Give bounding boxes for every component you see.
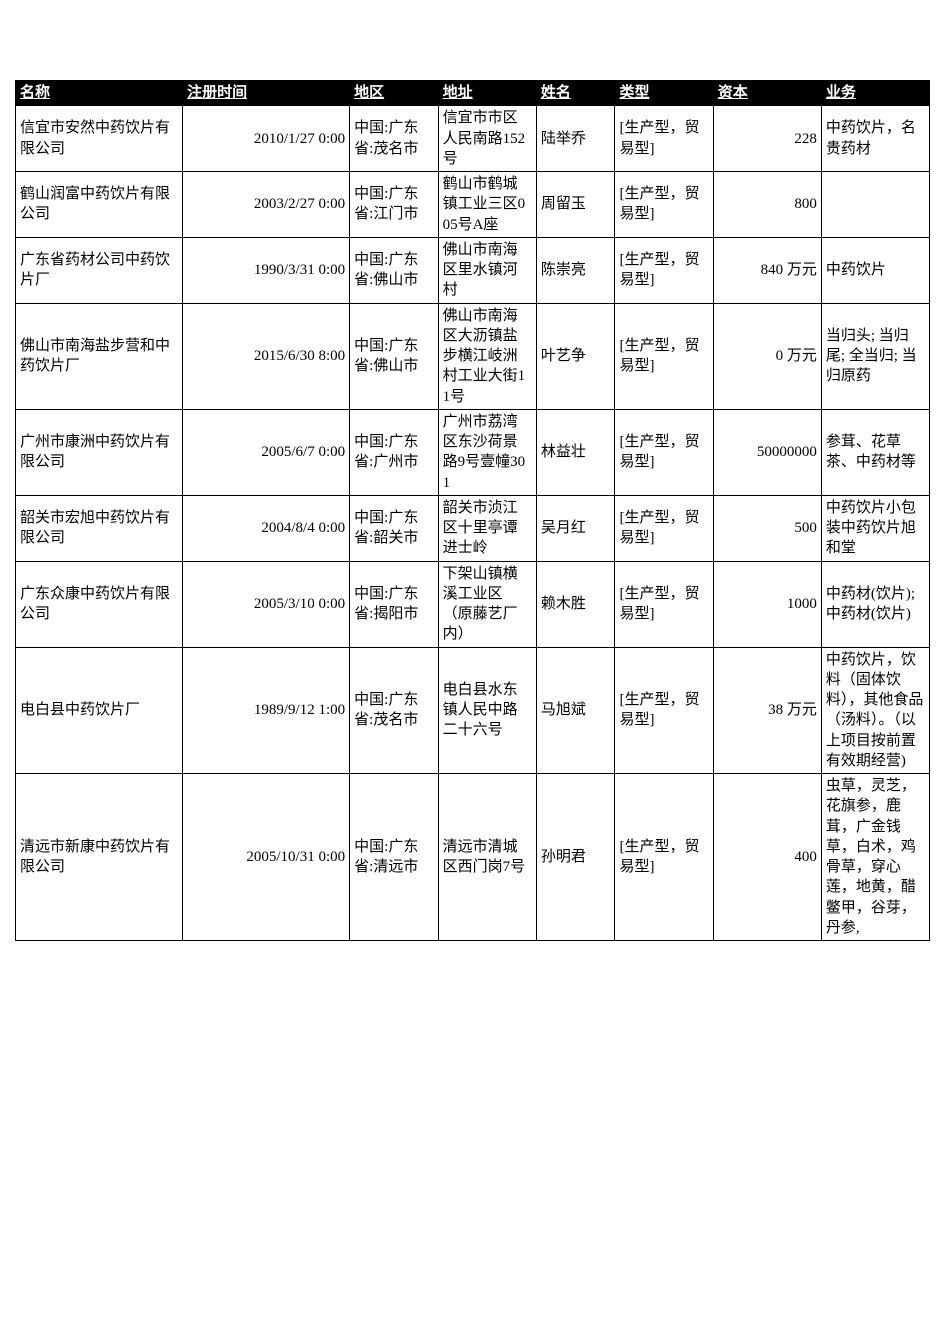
cell-name: 广东省药材公司中药饮片厂	[16, 237, 183, 303]
header-region: 地区	[350, 81, 438, 106]
cell-name: 鹤山润富中药饮片有限公司	[16, 172, 183, 238]
header-type: 类型	[615, 81, 713, 106]
cell-person: 孙明君	[536, 774, 615, 941]
cell-region: 中国:广东省:佛山市	[350, 303, 438, 409]
cell-person: 林益壮	[536, 409, 615, 495]
company-table: 名称 注册时间 地区 地址 姓名 类型 资本 业务 信宜市安然中药饮片有限公司 …	[15, 80, 930, 941]
cell-name: 广州市康洲中药饮片有限公司	[16, 409, 183, 495]
cell-business	[821, 172, 929, 238]
cell-capital: 1000	[713, 561, 821, 647]
header-business: 业务	[821, 81, 929, 106]
cell-address: 电白县水东镇人民中路二十六号	[438, 647, 536, 774]
cell-capital: 50000000	[713, 409, 821, 495]
cell-business: 中药饮片，饮料（固体饮料），其他食品（汤料）。（以上项目按前置有效期经营)	[821, 647, 929, 774]
cell-person: 周留玉	[536, 172, 615, 238]
cell-address: 佛山市南海区大沥镇盐步横江岐洲村工业大街11号	[438, 303, 536, 409]
cell-type: [生产型，贸易型]	[615, 172, 713, 238]
cell-type: [生产型，贸易型]	[615, 106, 713, 172]
table-body: 信宜市安然中药饮片有限公司 2010/1/27 0:00 中国:广东省:茂名市 …	[16, 106, 930, 941]
cell-regtime: 2004/8/4 0:00	[183, 495, 350, 561]
cell-type: [生产型，贸易型]	[615, 237, 713, 303]
cell-region: 中国:广东省:江门市	[350, 172, 438, 238]
cell-name: 韶关市宏旭中药饮片有限公司	[16, 495, 183, 561]
cell-regtime: 2005/3/10 0:00	[183, 561, 350, 647]
cell-business: 中药饮片，名贵药材	[821, 106, 929, 172]
cell-capital: 400	[713, 774, 821, 941]
cell-business: 中药饮片小包装中药饮片旭和堂	[821, 495, 929, 561]
cell-type: [生产型，贸易型]	[615, 774, 713, 941]
cell-business: 参茸、花草茶、中药材等	[821, 409, 929, 495]
cell-region: 中国:广东省:茂名市	[350, 647, 438, 774]
cell-address: 清远市清城区西门岗7号	[438, 774, 536, 941]
header-address: 地址	[438, 81, 536, 106]
table-row: 清远市新康中药饮片有限公司 2005/10/31 0:00 中国:广东省:清远市…	[16, 774, 930, 941]
header-person: 姓名	[536, 81, 615, 106]
cell-regtime: 2005/10/31 0:00	[183, 774, 350, 941]
header-capital: 资本	[713, 81, 821, 106]
cell-business: 中药材(饮片); 中药材(饮片)	[821, 561, 929, 647]
table-header-row: 名称 注册时间 地区 地址 姓名 类型 资本 业务	[16, 81, 930, 106]
cell-region: 中国:广东省:茂名市	[350, 106, 438, 172]
cell-name: 广东众康中药饮片有限公司	[16, 561, 183, 647]
cell-name: 佛山市南海盐步营和中药饮片厂	[16, 303, 183, 409]
cell-region: 中国:广东省:清远市	[350, 774, 438, 941]
cell-region: 中国:广东省:佛山市	[350, 237, 438, 303]
cell-person: 陆举乔	[536, 106, 615, 172]
cell-person: 叶艺争	[536, 303, 615, 409]
cell-regtime: 1990/3/31 0:00	[183, 237, 350, 303]
table-row: 广东众康中药饮片有限公司 2005/3/10 0:00 中国:广东省:揭阳市 下…	[16, 561, 930, 647]
cell-person: 吴月红	[536, 495, 615, 561]
cell-type: [生产型，贸易型]	[615, 647, 713, 774]
cell-name: 电白县中药饮片厂	[16, 647, 183, 774]
cell-name: 信宜市安然中药饮片有限公司	[16, 106, 183, 172]
cell-name: 清远市新康中药饮片有限公司	[16, 774, 183, 941]
table-row: 广州市康洲中药饮片有限公司 2005/6/7 0:00 中国:广东省:广州市 广…	[16, 409, 930, 495]
cell-capital: 228	[713, 106, 821, 172]
cell-capital: 500	[713, 495, 821, 561]
table-row: 佛山市南海盐步营和中药饮片厂 2015/6/30 8:00 中国:广东省:佛山市…	[16, 303, 930, 409]
cell-business: 当归头; 当归尾; 全当归; 当归原药	[821, 303, 929, 409]
cell-region: 中国:广东省:韶关市	[350, 495, 438, 561]
table-row: 电白县中药饮片厂 1989/9/12 1:00 中国:广东省:茂名市 电白县水东…	[16, 647, 930, 774]
cell-capital: 840 万元	[713, 237, 821, 303]
cell-type: [生产型，贸易型]	[615, 495, 713, 561]
cell-regtime: 2003/2/27 0:00	[183, 172, 350, 238]
cell-region: 中国:广东省:广州市	[350, 409, 438, 495]
cell-person: 陈崇亮	[536, 237, 615, 303]
cell-capital: 800	[713, 172, 821, 238]
table-row: 鹤山润富中药饮片有限公司 2003/2/27 0:00 中国:广东省:江门市 鹤…	[16, 172, 930, 238]
cell-person: 马旭斌	[536, 647, 615, 774]
cell-region: 中国:广东省:揭阳市	[350, 561, 438, 647]
cell-regtime: 2005/6/7 0:00	[183, 409, 350, 495]
cell-regtime: 2015/6/30 8:00	[183, 303, 350, 409]
table-row: 信宜市安然中药饮片有限公司 2010/1/27 0:00 中国:广东省:茂名市 …	[16, 106, 930, 172]
cell-type: [生产型，贸易型]	[615, 409, 713, 495]
cell-person: 赖木胜	[536, 561, 615, 647]
cell-business: 中药饮片	[821, 237, 929, 303]
header-regtime: 注册时间	[183, 81, 350, 106]
cell-address: 佛山市南海区里水镇河村	[438, 237, 536, 303]
cell-address: 下架山镇横溪工业区（原藤艺厂内）	[438, 561, 536, 647]
cell-business: 虫草，灵芝，花旗参，鹿茸，广金钱草，白术，鸡骨草，穿心莲，地黄，醋鳖甲，谷芽，丹…	[821, 774, 929, 941]
cell-regtime: 2010/1/27 0:00	[183, 106, 350, 172]
cell-address: 韶关市浈江区十里亭谭进士岭	[438, 495, 536, 561]
cell-regtime: 1989/9/12 1:00	[183, 647, 350, 774]
table-row: 韶关市宏旭中药饮片有限公司 2004/8/4 0:00 中国:广东省:韶关市 韶…	[16, 495, 930, 561]
header-name: 名称	[16, 81, 183, 106]
cell-capital: 38 万元	[713, 647, 821, 774]
cell-address: 鹤山市鹤城镇工业三区005号A座	[438, 172, 536, 238]
cell-type: [生产型，贸易型]	[615, 303, 713, 409]
cell-address: 信宜市市区人民南路152号	[438, 106, 536, 172]
table-row: 广东省药材公司中药饮片厂 1990/3/31 0:00 中国:广东省:佛山市 佛…	[16, 237, 930, 303]
cell-capital: 0 万元	[713, 303, 821, 409]
cell-address: 广州市荔湾区东沙荷景路9号壹幢301	[438, 409, 536, 495]
cell-type: [生产型，贸易型]	[615, 561, 713, 647]
